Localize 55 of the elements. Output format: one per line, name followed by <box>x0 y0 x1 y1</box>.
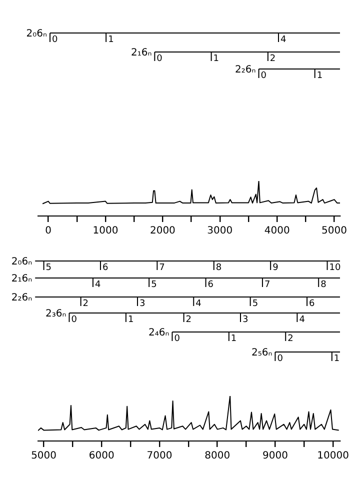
x-tick-label: 2000 <box>150 226 176 237</box>
text: 9 <box>272 262 279 273</box>
text: 1 <box>334 354 340 364</box>
text: 7 <box>264 280 270 290</box>
text: 2₁6ₙ <box>130 48 152 59</box>
text: 2₃6ₙ <box>46 308 66 320</box>
text: 2₄6ₙ <box>148 328 170 339</box>
x-tick-label: 8000 <box>204 450 230 462</box>
text: 6 <box>102 262 108 273</box>
text: 1 <box>230 334 237 344</box>
text: 2₀6ₙ <box>26 28 48 40</box>
text: 1 <box>108 34 114 45</box>
text: 2₅6ₙ <box>251 348 272 359</box>
x-tick-label: 6000 <box>88 450 114 462</box>
text: 0 <box>156 54 163 64</box>
text: 4 <box>94 280 101 290</box>
text: 3 <box>242 314 248 325</box>
text: 0 <box>277 354 284 364</box>
text: 6 <box>309 298 316 309</box>
x-tick-label: 5000 <box>322 226 348 237</box>
x-tick-label: 3000 <box>207 226 233 237</box>
x-tick-label: 1000 <box>92 226 118 237</box>
x-tick-label: 10000 <box>317 450 349 462</box>
text: 10 <box>329 262 341 273</box>
text: 0 <box>174 334 180 344</box>
text: 0 <box>52 34 58 45</box>
x-tick-label: 5000 <box>31 450 57 462</box>
text: 7 <box>159 262 165 273</box>
text: 4 <box>280 34 287 45</box>
x-tick-label: 0 <box>45 226 52 237</box>
text: 2₂6ₙ <box>235 64 256 76</box>
text: 5 <box>46 262 52 273</box>
text: 6 <box>208 280 214 290</box>
x-tick-label: 9000 <box>262 450 288 462</box>
text: 2₀6ₙ <box>11 256 32 268</box>
text: 1 <box>128 314 134 325</box>
text: 0 <box>260 70 267 81</box>
text: 1 <box>316 70 323 81</box>
text: 5 <box>252 298 258 309</box>
text: 3 <box>140 298 146 309</box>
text: 2₁6ₙ <box>11 274 32 285</box>
x-tick-label: 4000 <box>264 226 290 237</box>
text: 4 <box>196 298 202 309</box>
text: 8 <box>320 280 327 290</box>
text: 2 <box>82 298 89 309</box>
text: 0 <box>71 314 78 325</box>
text: 2 <box>270 54 276 64</box>
text: 2 <box>288 334 294 344</box>
text: 8 <box>216 262 222 273</box>
text: 2₂6ₙ <box>11 292 32 304</box>
text: 5 <box>151 280 157 290</box>
text: 1 <box>213 54 220 64</box>
x-tick-label: 7000 <box>146 450 172 462</box>
text: 2 <box>186 314 192 325</box>
text: 4 <box>299 314 306 325</box>
